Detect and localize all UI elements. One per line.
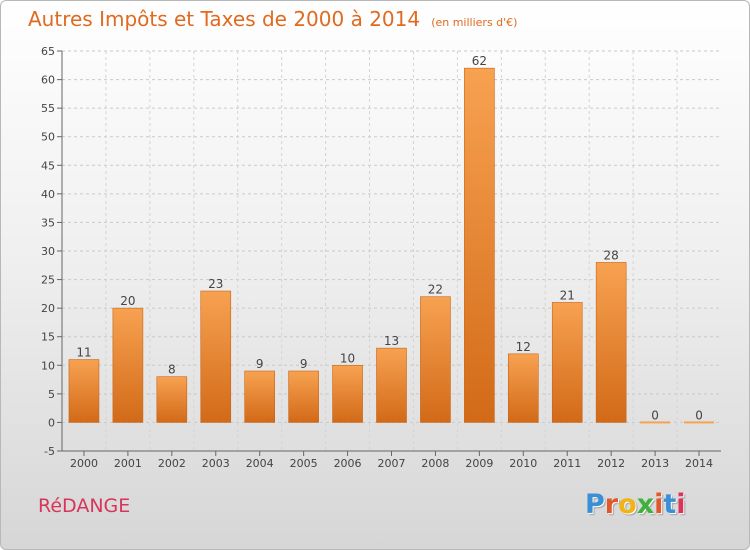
data-label: 21 [560, 288, 575, 302]
bar [156, 376, 188, 423]
brand-letter: x [636, 489, 655, 520]
data-labels: 11 20 8 23 9 9 10 13 22 62 12 21 28 0 0 [76, 54, 703, 422]
x-tick-label: 2014 [685, 457, 713, 470]
x-tick-label: 2008 [421, 457, 449, 470]
data-label: 62 [472, 54, 487, 68]
y-tick-label: 30 [41, 245, 55, 258]
data-label: 12 [516, 340, 531, 354]
data-label: 11 [76, 346, 91, 360]
data-label: 9 [256, 357, 264, 371]
brand-logo[interactable]: Proxiti [585, 489, 686, 520]
x-tick-label: 2012 [597, 457, 625, 470]
x-tick-label: 2000 [70, 457, 98, 470]
data-label: 23 [208, 277, 223, 291]
x-tick-label: 2003 [202, 457, 230, 470]
y-tick-label: 50 [41, 131, 55, 144]
x-tick-label: 2005 [290, 457, 318, 470]
brand-letter: i [676, 489, 686, 520]
bar [376, 347, 407, 423]
brand-letter: P [585, 489, 605, 520]
data-label: 13 [384, 334, 399, 348]
data-label: 10 [340, 351, 355, 365]
y-tick-label: 15 [41, 331, 55, 344]
bar [684, 421, 715, 424]
bar [420, 296, 451, 423]
brand-letter: i [654, 489, 664, 520]
bar [288, 370, 319, 423]
data-label: 9 [300, 357, 308, 371]
x-tick-label: 2007 [378, 457, 406, 470]
y-tick-label: 35 [41, 216, 55, 229]
x-tick-label: 2009 [465, 457, 493, 470]
x-tick-label: 2011 [553, 457, 581, 470]
y-tick-label: 60 [41, 74, 55, 87]
bar [332, 364, 363, 423]
y-tick-label: 25 [41, 274, 55, 287]
brand-letter: r [604, 489, 619, 520]
data-label: 0 [651, 408, 659, 422]
x-tick-label: 2010 [509, 457, 537, 470]
bar [640, 421, 671, 424]
place-name: RéDANGE [38, 495, 131, 517]
y-tick-label: 10 [41, 359, 55, 372]
bar [244, 370, 275, 423]
bar [200, 290, 232, 423]
bar [112, 307, 144, 423]
chart-unit: (en milliers d'€) [431, 16, 518, 29]
bar [551, 302, 583, 423]
y-tick-label: 20 [41, 302, 55, 315]
x-tick-label: 2013 [641, 457, 669, 470]
title-row: Autres Impôts et Taxes de 2000 à 2014 (e… [28, 7, 517, 31]
y-tick-label: 40 [41, 188, 55, 201]
x-tick-label: 2004 [246, 457, 274, 470]
chart-title: Autres Impôts et Taxes de 2000 à 2014 [28, 7, 421, 31]
y-tick-label: 65 [41, 45, 55, 58]
y-tick-label: 5 [48, 388, 55, 401]
data-label: 22 [428, 283, 443, 297]
brand-letter: o [618, 489, 637, 520]
bar [507, 353, 539, 423]
y-tick-label: 0 [48, 416, 55, 429]
brand-letter: t [663, 489, 677, 520]
bars [68, 67, 715, 424]
y-tick-label: 55 [41, 102, 55, 115]
x-tick-label: 2006 [334, 457, 362, 470]
x-tick-label: 2002 [158, 457, 186, 470]
y-tick-label: -5 [44, 445, 55, 458]
data-label: 28 [604, 248, 619, 262]
bar [595, 262, 627, 423]
bar [464, 67, 495, 423]
y-tick-label: 45 [41, 159, 55, 172]
x-tick-label: 2001 [114, 457, 142, 470]
data-label: 0 [695, 408, 703, 422]
bar [68, 359, 100, 423]
data-label: 8 [168, 363, 176, 377]
data-label: 20 [120, 294, 135, 308]
